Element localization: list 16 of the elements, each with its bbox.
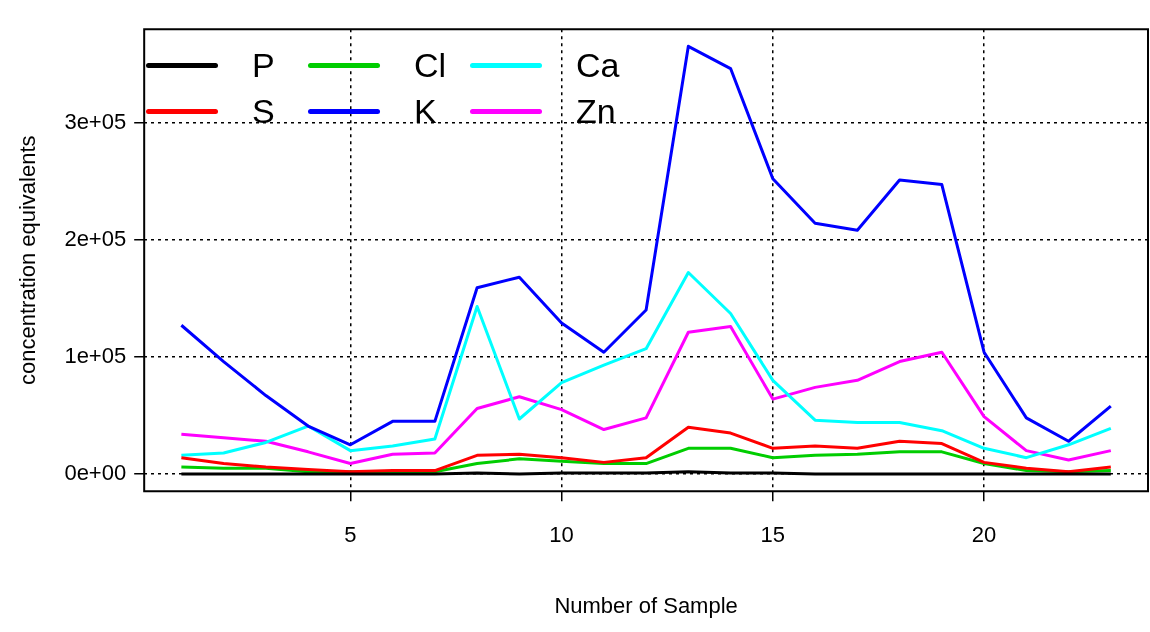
y-axis-title: concentration equivalents (15, 135, 41, 385)
y-tick-label: 3e+05 (64, 108, 127, 134)
x-tick-label: 5 (344, 522, 357, 548)
legend-label: P (252, 45, 275, 85)
y-tick-label: 0e+00 (64, 460, 127, 486)
x-tick-label: 10 (549, 522, 574, 548)
y-tick-label: 2e+05 (64, 225, 127, 251)
legend-label: Ca (576, 45, 620, 85)
legend-label: K (414, 91, 437, 131)
legend-label: Cl (414, 45, 447, 85)
legend-label: S (252, 91, 275, 131)
x-axis-title: Number of Sample (554, 592, 738, 618)
x-tick-label: 20 (971, 522, 997, 548)
x-tick-label: 15 (760, 522, 786, 548)
legend-label: Zn (576, 91, 616, 131)
y-tick-label: 1e+05 (64, 342, 127, 368)
